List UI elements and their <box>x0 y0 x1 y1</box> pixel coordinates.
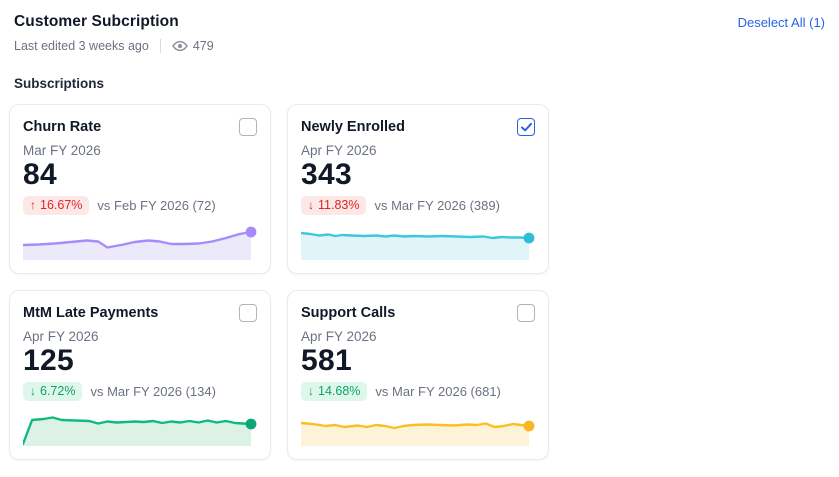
delta-row: ↓ 14.68% vs Mar FY 2026 (681) <box>301 381 535 402</box>
card-checkbox[interactable] <box>517 304 535 322</box>
delta-value: 16.67% <box>40 197 83 212</box>
dashboard-page: Customer Subcription Last edited 3 weeks… <box>9 11 825 460</box>
arrow-down-icon: ↓ <box>30 383 36 398</box>
card-title: MtM Late Payments <box>23 305 159 321</box>
delta-badge: ↓ 14.68% <box>301 381 368 402</box>
eye-icon <box>172 40 188 52</box>
comparison-text: vs Feb FY 2026 (72) <box>97 197 216 213</box>
card-header: Newly Enrolled <box>301 118 535 136</box>
card-period: Apr FY 2026 <box>23 329 99 344</box>
view-counter: 479 <box>172 39 214 53</box>
card-period: Apr FY 2026 <box>301 143 377 158</box>
card-title: Newly Enrolled <box>301 119 405 135</box>
card-header: Support Calls <box>301 304 535 322</box>
comparison-text: vs Mar FY 2026 (681) <box>375 383 501 399</box>
card-period: Mar FY 2026 <box>23 143 101 158</box>
delta-row: ↓ 11.83% vs Mar FY 2026 (389) <box>301 195 535 216</box>
meta-divider <box>159 39 161 53</box>
arrow-down-icon: ↓ <box>308 383 314 398</box>
last-edited-text: Last edited 3 weeks ago <box>14 39 149 53</box>
kpi-card-churn-rate[interactable]: Churn Rate Mar FY 2026 84 ↑ 16.67% vs Feb… <box>9 104 271 274</box>
card-checkbox[interactable] <box>517 118 535 136</box>
kpi-card-support-calls[interactable]: Support Calls Apr FY 2026 581 ↓ 14.68% vs… <box>287 290 549 460</box>
sparkline-chart <box>23 224 257 260</box>
sparkline-chart <box>301 410 535 446</box>
card-value: 125 <box>23 344 74 377</box>
checkmark-icon <box>520 122 532 131</box>
delta-row: ↑ 16.67% vs Feb FY 2026 (72) <box>23 195 257 216</box>
card-value: 84 <box>23 158 57 191</box>
comparison-text: vs Mar FY 2026 (134) <box>90 383 216 399</box>
kpi-card-mtm-late-payments[interactable]: MtM Late Payments Apr FY 2026 125 ↓ 6.72%… <box>9 290 271 460</box>
arrow-up-icon: ↑ <box>30 197 36 212</box>
section-title: Subscriptions <box>14 76 105 91</box>
delta-badge: ↓ 6.72% <box>23 381 83 402</box>
card-title: Support Calls <box>301 305 396 321</box>
delta-row: ↓ 6.72% vs Mar FY 2026 (134) <box>23 381 257 402</box>
card-header: Churn Rate <box>23 118 257 136</box>
card-period: Apr FY 2026 <box>301 329 377 344</box>
arrow-down-icon: ↓ <box>308 197 314 212</box>
header-meta: Last edited 3 weeks ago 479 <box>14 39 214 53</box>
page-title: Customer Subcription <box>14 13 179 30</box>
card-checkbox[interactable] <box>239 118 257 136</box>
card-checkbox[interactable] <box>239 304 257 322</box>
delta-badge: ↑ 16.67% <box>23 195 90 216</box>
sparkline-chart <box>23 410 257 446</box>
page-header: Customer Subcription Last edited 3 weeks… <box>9 11 825 53</box>
header-left: Customer Subcription Last edited 3 weeks… <box>14 11 214 53</box>
card-header: MtM Late Payments <box>23 304 257 322</box>
delta-value: 14.68% <box>318 383 361 398</box>
kpi-card-grid: Churn Rate Mar FY 2026 84 ↑ 16.67% vs Feb… <box>9 104 825 460</box>
card-title: Churn Rate <box>23 119 102 135</box>
view-count: 479 <box>192 39 214 53</box>
delta-value: 6.72% <box>40 383 76 398</box>
card-value: 343 <box>301 158 352 191</box>
deselect-all-link[interactable]: Deselect All (1) <box>737 15 825 30</box>
card-value: 581 <box>301 344 352 377</box>
delta-value: 11.83% <box>318 197 360 212</box>
sparkline-chart <box>301 224 535 260</box>
comparison-text: vs Mar FY 2026 (389) <box>374 197 500 213</box>
delta-badge: ↓ 11.83% <box>301 195 367 216</box>
kpi-card-newly-enrolled[interactable]: Newly Enrolled Apr FY 2026 343 ↓ 11.83% v… <box>287 104 549 274</box>
